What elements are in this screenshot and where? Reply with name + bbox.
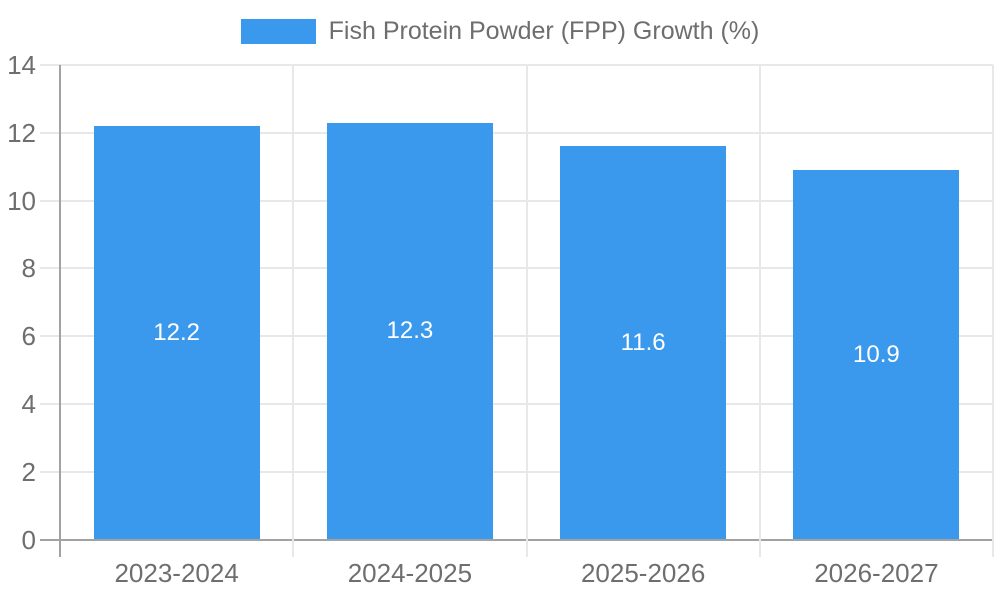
x-tick-label: 2024-2025 bbox=[347, 558, 473, 588]
y-tick-mark bbox=[40, 335, 60, 338]
gridline-vertical bbox=[292, 65, 295, 557]
y-axis-line bbox=[59, 65, 61, 557]
y-tick-label: 4 bbox=[21, 388, 36, 419]
y-tick-label: 14 bbox=[7, 50, 36, 80]
y-tick-mark bbox=[40, 199, 60, 202]
gridline-vertical bbox=[525, 65, 528, 557]
y-tick-label: 6 bbox=[21, 321, 36, 352]
bar bbox=[560, 146, 727, 540]
legend[interactable]: Fish Protein Powder (FPP) Growth (%) bbox=[0, 17, 1000, 46]
bar-value-label: 12.2 bbox=[153, 318, 200, 346]
gridline-vertical bbox=[992, 65, 994, 557]
bar-value-label: 11.6 bbox=[620, 328, 666, 356]
bar bbox=[793, 170, 960, 540]
bar-value-label: 12.3 bbox=[386, 317, 434, 345]
y-tick-mark bbox=[40, 402, 60, 405]
gridline-vertical bbox=[758, 65, 761, 557]
y-tick-mark bbox=[40, 267, 60, 270]
y-tick-mark bbox=[40, 64, 60, 66]
x-tick-label: 2026-2027 bbox=[814, 558, 939, 588]
y-tick-label: 12 bbox=[7, 117, 36, 148]
x-tick-label: 2023-2024 bbox=[114, 558, 239, 588]
y-tick-label: 8 bbox=[21, 253, 36, 284]
legend-label: Fish Protein Powder (FPP) Growth (%) bbox=[328, 17, 760, 45]
y-tick-mark bbox=[40, 470, 60, 473]
bar-value-label: 10.9 bbox=[853, 340, 900, 368]
y-tick-mark bbox=[40, 538, 60, 541]
y-tick-label: 2 bbox=[21, 456, 36, 487]
y-tick-label: 10 bbox=[7, 185, 36, 216]
x-tick-label: 2025-2026 bbox=[580, 558, 706, 588]
bar bbox=[93, 126, 260, 540]
y-tick-mark bbox=[40, 131, 60, 134]
y-tick-label: 0 bbox=[21, 524, 36, 555]
legend-swatch bbox=[240, 19, 316, 44]
bar bbox=[326, 122, 493, 540]
